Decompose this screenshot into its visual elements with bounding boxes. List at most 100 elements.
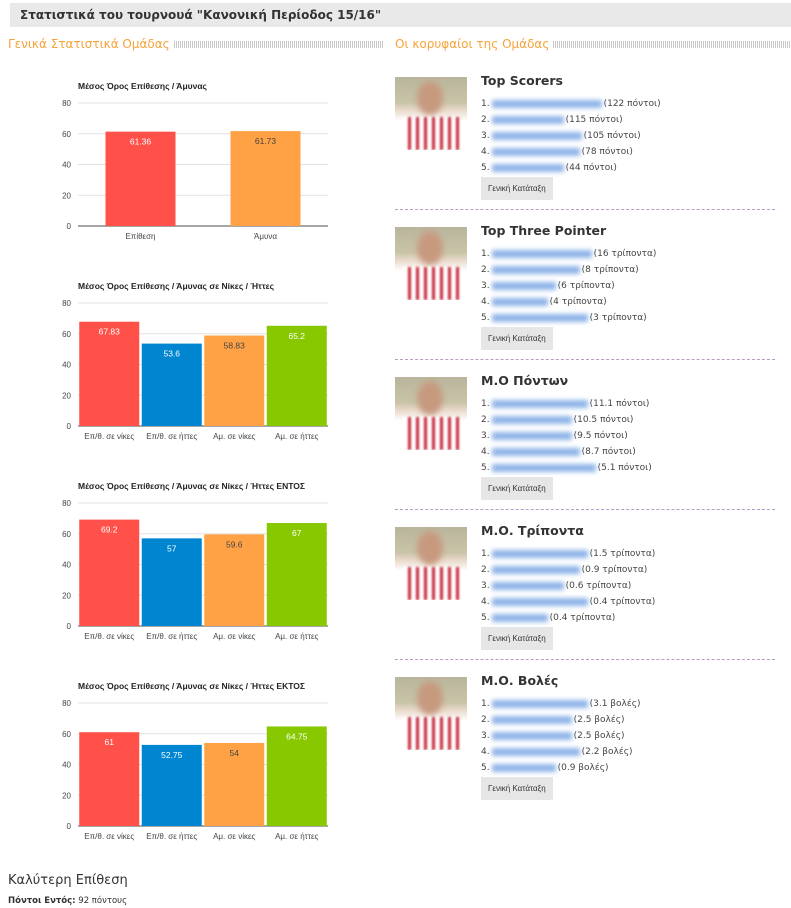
bar (204, 335, 265, 426)
y-tick-label: 20 (62, 791, 71, 800)
bar-value-label: 59.6 (226, 539, 243, 549)
player-link[interactable] (491, 131, 582, 140)
y-tick-label: 20 (62, 191, 71, 200)
player-link[interactable] (491, 249, 592, 258)
rank-number: 1. (481, 699, 490, 709)
general-ranking-button[interactable]: Γενική Κατάταξη (481, 327, 553, 350)
player-link[interactable] (491, 297, 548, 306)
leader-list-item: 3. (9.5 πόντοι) (481, 428, 652, 444)
player-link[interactable] (491, 565, 580, 574)
bar-value-label: 65.2 (288, 331, 305, 341)
stat-value: (122 πόντοι) (603, 99, 661, 109)
player-link[interactable] (491, 281, 556, 290)
stat-value: (8.7 πόντοι) (581, 447, 636, 457)
player-link[interactable] (491, 731, 572, 740)
rank-number: 2. (481, 415, 490, 425)
leader-section: Μ.Ο. Βολές 1. (3.1 βολές) 2. (2.5 βολές) 3. (2… (395, 670, 775, 820)
divider (395, 509, 775, 510)
bar-value-label: 64.75 (286, 731, 308, 741)
chart-title: Μέσος Όρος Επίθεσης / Άμυνας (78, 81, 208, 91)
y-tick-label: 0 (67, 422, 72, 431)
bar-value-label: 61.36 (130, 137, 152, 147)
rank-number: 1. (481, 399, 490, 409)
player-link[interactable] (491, 415, 572, 424)
rank-number: 3. (481, 281, 490, 291)
x-tick-label: Άμυνα (254, 232, 277, 241)
player-link[interactable] (491, 313, 588, 322)
player-link[interactable] (491, 581, 564, 590)
divider (395, 209, 775, 210)
leader-title: Μ.Ο Πόντων (481, 373, 569, 388)
stat-value: (4 τρίποντα) (549, 297, 607, 307)
bar (266, 522, 327, 626)
leader-list-item: 3. (0.6 τρίποντα) (481, 578, 655, 594)
player-link[interactable] (491, 115, 564, 124)
player-link[interactable] (491, 147, 580, 156)
rank-number: 2. (481, 115, 490, 125)
bar (230, 131, 301, 226)
general-ranking-button[interactable]: Γενική Κατάταξη (481, 177, 553, 200)
bar-value-label: 53.6 (163, 349, 180, 359)
player-link[interactable] (491, 763, 556, 772)
bar (141, 538, 202, 626)
bar-chart: Μέσος Όρος Επίθεσης / Άμυνας 0 20 40 60 80 61.… (0, 70, 340, 270)
player-photo (395, 377, 467, 450)
player-link[interactable] (491, 747, 580, 756)
general-ranking-button[interactable]: Γενική Κατάταξη (481, 627, 553, 650)
player-link[interactable] (491, 597, 588, 606)
stat-value: (0.9 βολές) (557, 763, 609, 773)
leader-list-item: 2. (2.5 βολές) (481, 712, 641, 728)
stat-value: (5.1 πόντοι) (597, 463, 652, 473)
stat-value: (0.6 τρίποντα) (565, 581, 632, 591)
divider (395, 659, 775, 660)
player-link[interactable] (491, 163, 564, 172)
player-link[interactable] (491, 549, 588, 558)
leader-list-item: 5. (0.4 τρίποντα) (481, 610, 655, 626)
y-tick-label: 20 (62, 391, 71, 400)
bar-value-label: 54 (230, 748, 240, 758)
bar (266, 726, 327, 826)
bar (79, 732, 140, 826)
bar-chart: Μέσος Όρος Επίθεσης / Άμυνας σε Νίκες / … (0, 470, 340, 670)
rank-number: 5. (481, 463, 490, 473)
y-tick-label: 0 (67, 622, 72, 631)
bar (79, 519, 140, 626)
bar-value-label: 67.83 (99, 327, 121, 337)
bar (105, 131, 176, 226)
player-link[interactable] (491, 699, 588, 708)
x-tick-label: Αμ. σε ήττες (275, 432, 318, 441)
player-link[interactable] (491, 99, 602, 108)
y-tick-label: 80 (62, 99, 71, 108)
player-link[interactable] (491, 463, 596, 472)
stat-value: (0.4 τρίποντα) (549, 613, 616, 623)
player-link[interactable] (491, 613, 548, 622)
rank-number: 1. (481, 249, 490, 259)
leader-list-item: 5. (44 πόντοι) (481, 160, 661, 176)
general-ranking-button[interactable]: Γενική Κατάταξη (481, 777, 553, 800)
stat-value: (6 τρίποντα) (557, 281, 615, 291)
player-link[interactable] (491, 399, 588, 408)
team-leaders-heading: Οι κορυφαίοι της Ομάδας (395, 36, 791, 52)
bar-value-label: 61 (105, 737, 115, 747)
bar (79, 321, 140, 426)
x-tick-label: Επ/θ. σε νίκες (84, 432, 134, 441)
divider (395, 359, 775, 360)
page-title: Στατιστικά του τουρνουά "Κανονική Περίοδ… (20, 8, 382, 22)
y-tick-label: 80 (62, 499, 71, 508)
leader-list-item: 4. (8.7 πόντοι) (481, 444, 652, 460)
general-ranking-button[interactable]: Γενική Κατάταξη (481, 477, 553, 500)
player-link[interactable] (491, 265, 580, 274)
leader-list-item: 5. (0.9 βολές) (481, 760, 641, 776)
stat-value: (105 πόντοι) (583, 131, 641, 141)
stat-value: (8 τρίποντα) (581, 265, 639, 275)
divider (173, 40, 383, 48)
player-link[interactable] (491, 447, 580, 456)
stat-value: (2.5 βολές) (573, 731, 625, 741)
y-tick-label: 40 (62, 161, 71, 170)
player-link[interactable] (491, 715, 572, 724)
player-link[interactable] (491, 431, 572, 440)
bar-value-label: 58.83 (224, 341, 246, 351)
bar-value-label: 61.73 (255, 136, 277, 146)
x-tick-label: Επίθεση (125, 232, 155, 241)
bar-value-label: 67 (292, 528, 302, 538)
